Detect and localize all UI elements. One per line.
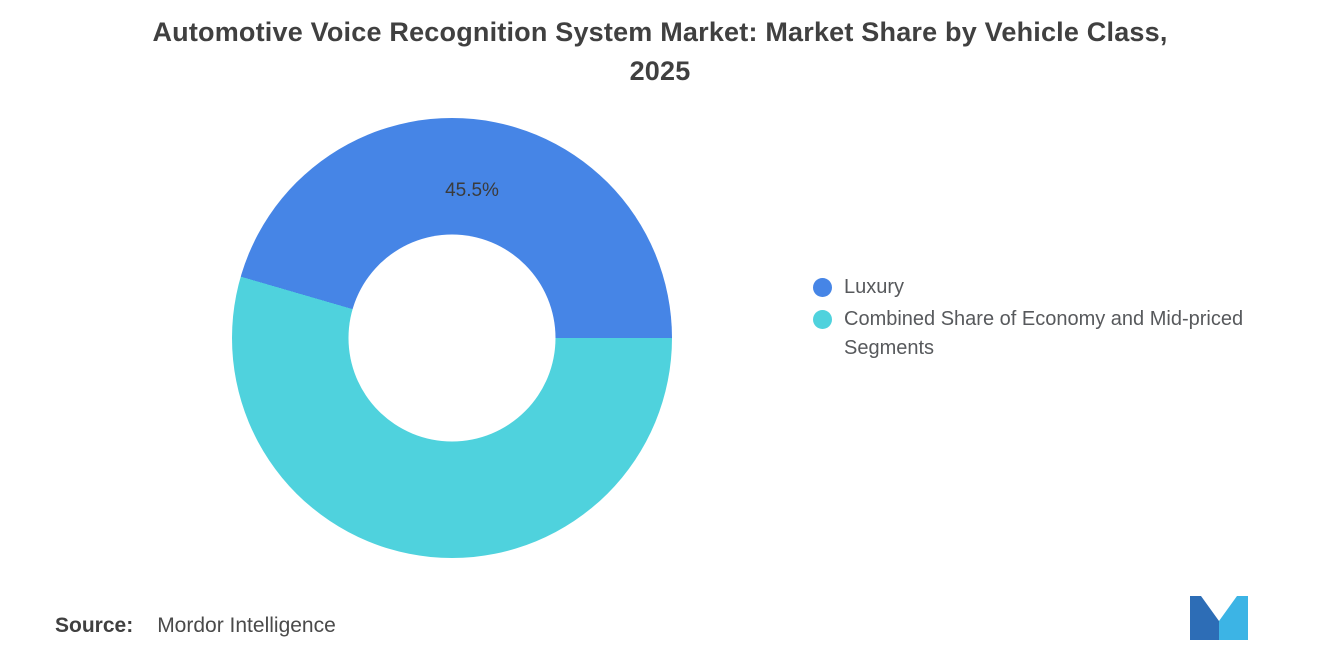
donut-chart: 45.5% bbox=[232, 118, 672, 558]
legend-swatch bbox=[813, 278, 832, 297]
legend-item-combined: Combined Share of Economy and Mid-priced… bbox=[813, 305, 1297, 363]
slice-label-luxury: 45.5% bbox=[445, 180, 499, 201]
logo-left-shape bbox=[1190, 596, 1219, 640]
mordor-intelligence-logo bbox=[1190, 596, 1248, 640]
legend-item-luxury: Luxury bbox=[813, 273, 1297, 302]
donut-hole bbox=[348, 234, 556, 442]
source-label: Source: bbox=[55, 614, 134, 637]
chart-title: Automotive Voice Recognition System Mark… bbox=[50, 13, 1270, 91]
chart-title-line1: Automotive Voice Recognition System Mark… bbox=[152, 17, 1168, 47]
logo-right-shape bbox=[1219, 596, 1248, 640]
legend-label-combined: Combined Share of Economy and Mid-priced… bbox=[844, 308, 1244, 359]
legend-swatch bbox=[813, 310, 832, 329]
legend: Luxury Combined Share of Economy and Mid… bbox=[813, 273, 1297, 363]
source: Source: Mordor Intelligence bbox=[55, 614, 336, 638]
legend-label-luxury: Luxury bbox=[844, 276, 905, 298]
chart-title-line2: 2025 bbox=[629, 56, 691, 86]
source-value: Mordor Intelligence bbox=[157, 614, 336, 637]
